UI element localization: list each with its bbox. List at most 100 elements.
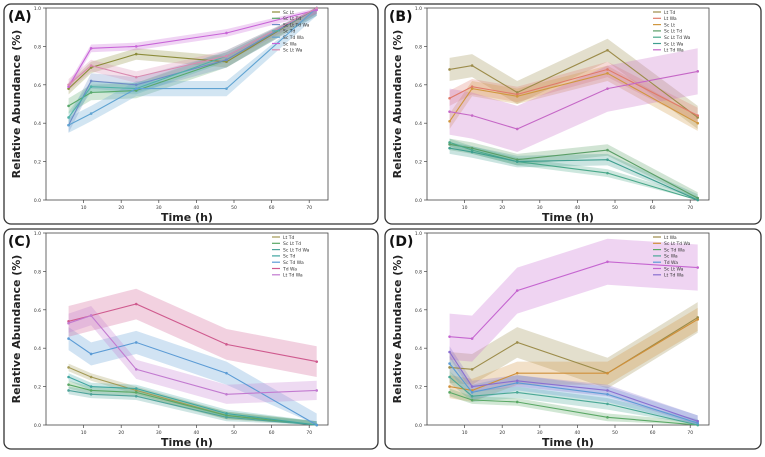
data-point	[515, 391, 519, 394]
data-point	[606, 71, 609, 75]
data-point	[696, 196, 700, 200]
panel-frame	[384, 3, 762, 225]
data-point	[225, 87, 228, 90]
data-point	[515, 371, 519, 375]
x-tick-label: 10	[462, 205, 468, 211]
data-point	[606, 158, 609, 161]
panel-frame	[3, 228, 379, 450]
data-point	[448, 68, 451, 71]
data-point	[67, 123, 70, 127]
confidence-band	[68, 288, 317, 377]
data-point	[89, 47, 93, 50]
data-point	[470, 87, 474, 90]
data-point	[225, 414, 228, 417]
legend-label: Sc Td Wa	[283, 260, 304, 266]
x-tick-label: 20	[499, 430, 505, 436]
x-tick-label: 60	[269, 430, 275, 436]
x-axis-label: Time (h)	[161, 436, 213, 449]
y-tick-label: 0.6	[415, 308, 422, 314]
panel-label: (C)	[8, 234, 31, 250]
data-point	[470, 64, 474, 67]
legend-label: Lt Wa	[664, 16, 677, 22]
legend-label: Sc Td	[283, 254, 296, 260]
data-point	[448, 146, 451, 150]
panel-label: (A)	[8, 9, 32, 25]
x-tick-label: 60	[269, 205, 275, 211]
data-point	[515, 289, 519, 292]
legend-label: Lt Wa	[664, 235, 677, 241]
x-tick-label: 20	[499, 205, 505, 211]
plot-area	[426, 7, 710, 201]
data-point	[134, 87, 138, 90]
data-point	[515, 158, 519, 161]
y-tick-label: 0.0	[415, 423, 422, 429]
x-tick-label: 30	[537, 430, 543, 436]
data-point	[515, 91, 519, 94]
data-point	[134, 83, 138, 87]
data-point	[696, 266, 700, 269]
confidence-band	[449, 142, 698, 200]
data-point	[89, 91, 93, 94]
data-point	[470, 394, 474, 398]
x-tick-label: 20	[118, 205, 124, 211]
x-tick-label: 50	[612, 205, 618, 211]
data-point	[67, 320, 70, 323]
data-point	[315, 423, 319, 427]
y-tick-label: 0.0	[34, 198, 41, 204]
data-point	[67, 337, 70, 340]
data-point	[67, 366, 70, 369]
data-point	[67, 375, 70, 379]
legend-label: Sc Lt Td	[283, 241, 301, 247]
data-point	[606, 389, 609, 392]
confidence-band	[449, 138, 698, 200]
data-point	[515, 127, 519, 131]
data-point	[448, 96, 451, 100]
y-tick-label: 0.4	[34, 121, 41, 127]
legend-label: Td Wa	[282, 266, 297, 272]
confidence-band	[449, 61, 698, 124]
y-tick-label: 1.0	[415, 231, 422, 237]
data-point	[606, 371, 609, 375]
plot-area	[45, 7, 329, 201]
data-point	[134, 52, 138, 56]
x-tick-label: 70	[687, 430, 693, 436]
legend-label: Sc Wa	[283, 41, 297, 47]
data-point	[606, 392, 609, 396]
x-tick-label: 40	[194, 205, 200, 211]
x-tick-label: 40	[575, 205, 581, 211]
y-tick-label: 0.4	[34, 346, 41, 352]
data-point	[225, 54, 228, 58]
confidence-band	[68, 327, 317, 425]
data-point	[606, 402, 609, 406]
data-point	[696, 318, 700, 321]
data-point	[225, 60, 228, 64]
x-tick-label: 30	[156, 430, 162, 436]
panel-frame	[384, 228, 762, 450]
confidence-band	[68, 8, 317, 133]
panel-a: 0.0 0.2 0.4 0.6 0.8 1.0 10 20 30 40 50 60 70 Time (h)…	[3, 3, 379, 225]
panel-label: (B)	[389, 9, 412, 25]
legend-label: Sc Lt Td Wa	[664, 241, 691, 247]
data-point	[606, 260, 609, 264]
data-point	[89, 79, 93, 83]
data-point	[470, 398, 474, 402]
data-point	[134, 391, 138, 394]
data-point	[515, 400, 519, 404]
data-point	[448, 366, 451, 369]
data-point	[67, 116, 70, 119]
confidence-band	[68, 363, 317, 425]
data-point	[89, 385, 93, 388]
data-point	[470, 148, 474, 152]
confidence-band	[449, 48, 698, 152]
data-point	[89, 375, 93, 379]
data-point	[696, 116, 700, 119]
data-point	[89, 314, 93, 317]
data-point	[134, 45, 138, 48]
data-point	[515, 381, 519, 385]
data-point	[315, 8, 319, 12]
data-point	[470, 114, 474, 117]
data-point	[606, 68, 609, 71]
data-point	[606, 87, 609, 90]
data-point	[67, 383, 70, 386]
